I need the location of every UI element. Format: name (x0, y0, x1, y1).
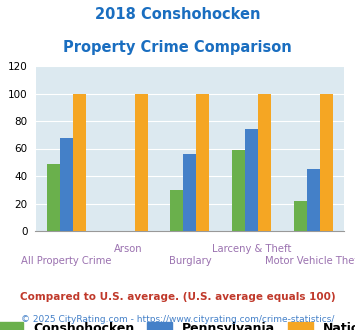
Text: Arson: Arson (114, 244, 142, 253)
Text: Motor Vehicle Theft: Motor Vehicle Theft (265, 256, 355, 266)
Text: All Property Crime: All Property Crime (21, 256, 111, 266)
Bar (294, 201, 307, 231)
Text: Larceny & Theft: Larceny & Theft (212, 244, 291, 253)
Bar (73, 93, 86, 231)
Bar (170, 190, 184, 231)
Bar (135, 93, 148, 231)
Bar (258, 93, 271, 231)
Text: Compared to U.S. average. (U.S. average equals 100): Compared to U.S. average. (U.S. average … (20, 292, 335, 302)
Text: Property Crime Comparison: Property Crime Comparison (63, 40, 292, 54)
Bar (184, 154, 196, 231)
Bar (245, 129, 258, 231)
Text: © 2025 CityRating.com - https://www.cityrating.com/crime-statistics/: © 2025 CityRating.com - https://www.city… (21, 315, 334, 324)
Bar (307, 169, 320, 231)
Legend: Conshohocken, Pennsylvania, National: Conshohocken, Pennsylvania, National (0, 317, 355, 330)
Text: Burglary: Burglary (169, 256, 211, 266)
Bar (47, 164, 60, 231)
Bar (60, 138, 73, 231)
Bar (196, 93, 209, 231)
Bar (232, 150, 245, 231)
Text: 2018 Conshohocken: 2018 Conshohocken (95, 7, 260, 21)
Bar (320, 93, 333, 231)
